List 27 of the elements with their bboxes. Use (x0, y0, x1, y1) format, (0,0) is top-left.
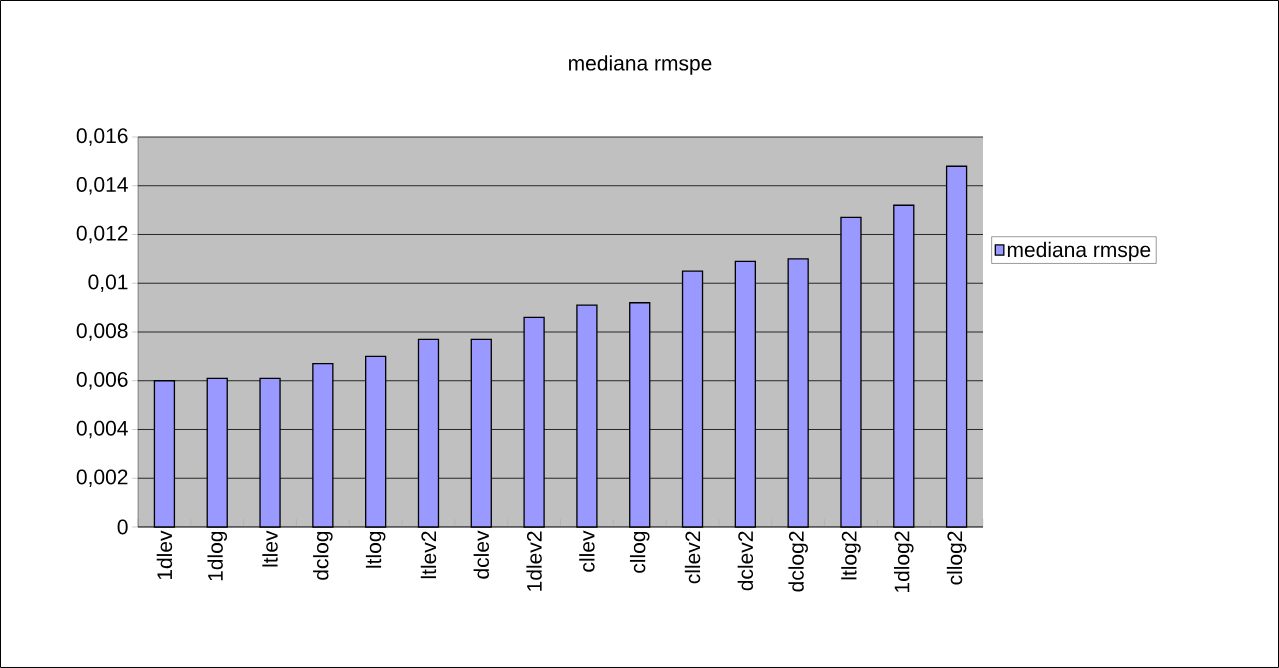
x-tick-label: cllev (579, 530, 595, 572)
x-tick-label: cllog2 (946, 531, 967, 585)
legend-label: mediana rmspe (1007, 241, 1151, 262)
x-tick-label: 1dlev (156, 530, 173, 580)
y-tick-label: 0,002 (76, 469, 128, 487)
x-tick-label: ltlev (262, 530, 278, 567)
x-tick-label: ltlev2 (420, 531, 437, 579)
x-tick-label: 1dlog (207, 531, 228, 581)
x-tick-label: dclog (313, 531, 333, 580)
y-tick-label: 0,008 (76, 323, 128, 341)
y-tick-label: 0,006 (76, 372, 128, 390)
y-tick-label: 0,004 (76, 420, 128, 439)
x-tick-label: dclog2 (788, 531, 808, 592)
x-tick-label: ltlog2 (841, 531, 861, 580)
y-tick-label: 0,01 (88, 274, 128, 292)
y-tick-label: 0,014 (76, 177, 128, 195)
x-tick-label: dclev (473, 530, 489, 579)
x-tick-label: cllev2 (684, 531, 701, 584)
y-tick-label: 0,012 (76, 225, 128, 244)
chart-title: mediana rmspe (569, 55, 712, 75)
y-tick-label: 0,016 (76, 128, 128, 146)
x-tick-label: 1dlev2 (526, 531, 542, 591)
x-tick-label: 1dlog2 (894, 531, 914, 592)
y-tick-label: 0 (117, 519, 128, 535)
x-tick-label: ltlog (365, 531, 386, 568)
x-tick-label: cllog (629, 531, 650, 573)
x-tick-label: dclev2 (737, 531, 754, 591)
